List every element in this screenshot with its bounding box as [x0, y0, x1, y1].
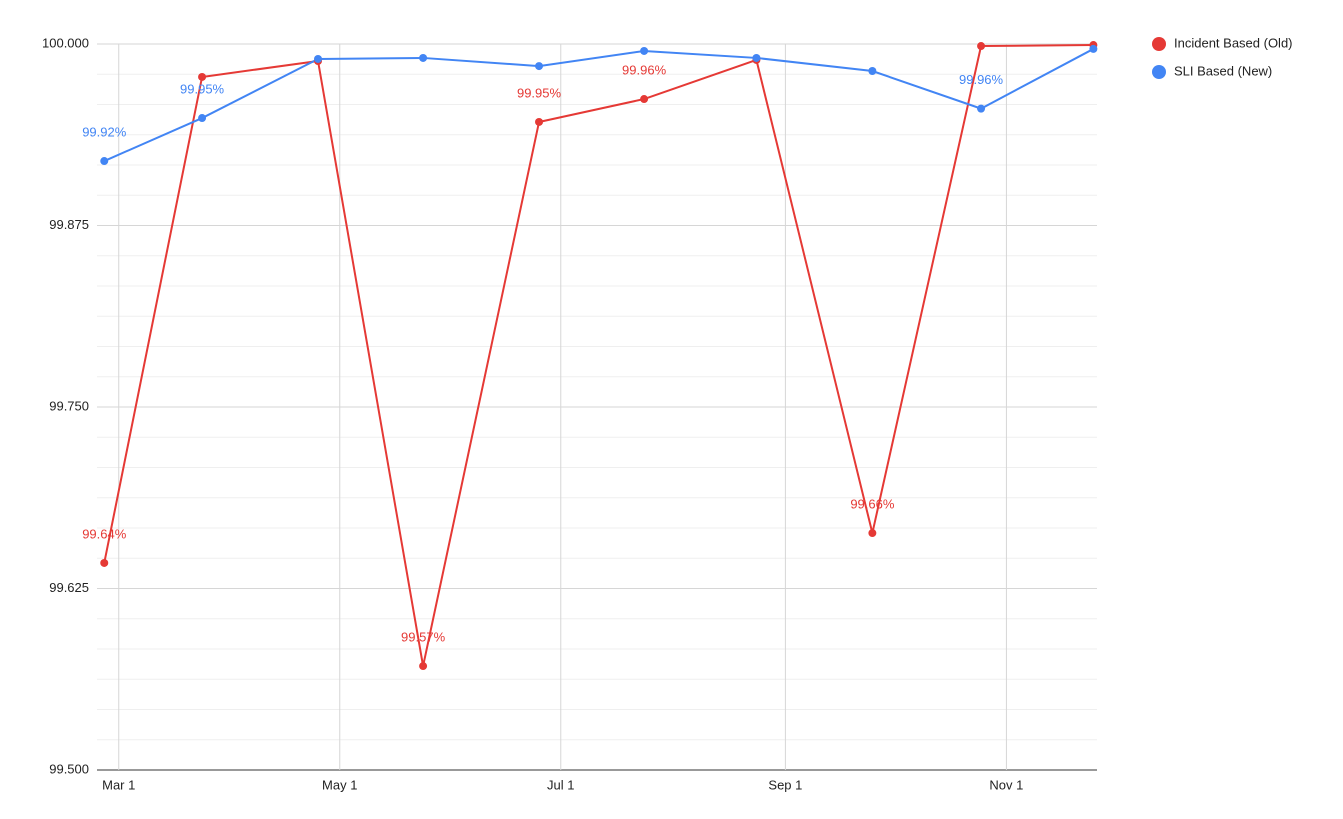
data-point	[100, 157, 109, 166]
legend-marker	[1152, 65, 1166, 79]
x-tick-label: Sep 1	[768, 777, 802, 792]
data-label: 99.95%	[180, 81, 225, 96]
y-tick-label: 100.000	[42, 35, 89, 50]
legend-label: Incident Based (Old)	[1174, 35, 1293, 50]
data-label: 99.66%	[850, 496, 895, 511]
series-line	[103, 44, 1094, 667]
data-point	[640, 46, 649, 55]
data-point	[198, 114, 207, 123]
data-label: 99.95%	[517, 85, 562, 100]
y-tick-label: 99.625	[49, 580, 89, 595]
x-tick-label: Jul 1	[547, 777, 574, 792]
data-point	[868, 529, 877, 538]
x-tick-label: Nov 1	[989, 777, 1023, 792]
x-tick-label: May 1	[322, 777, 357, 792]
y-tick-label: 99.500	[49, 761, 89, 776]
data-point	[1089, 44, 1098, 53]
data-point	[198, 72, 207, 81]
data-point	[977, 42, 986, 51]
data-point	[977, 104, 986, 113]
series-line	[103, 48, 1094, 162]
data-point	[535, 62, 544, 71]
legend-marker	[1152, 37, 1166, 51]
data-point	[314, 54, 323, 63]
data-label: 99.96%	[622, 62, 667, 77]
legend-label: SLI Based (New)	[1174, 63, 1272, 78]
data-point	[868, 67, 877, 76]
data-point	[419, 53, 428, 62]
data-point	[419, 662, 428, 671]
data-point	[100, 558, 109, 567]
data-label: 99.92%	[82, 124, 127, 139]
data-point	[752, 53, 761, 62]
y-tick-label: 99.875	[49, 217, 89, 232]
data-point	[535, 117, 544, 126]
x-tick-label: Mar 1	[102, 777, 135, 792]
data-label: 99.64%	[82, 526, 127, 541]
y-tick-label: 99.750	[49, 398, 89, 413]
data-point	[640, 95, 649, 104]
data-label: 99.96%	[959, 72, 1004, 87]
data-label: 99.57%	[401, 629, 446, 644]
